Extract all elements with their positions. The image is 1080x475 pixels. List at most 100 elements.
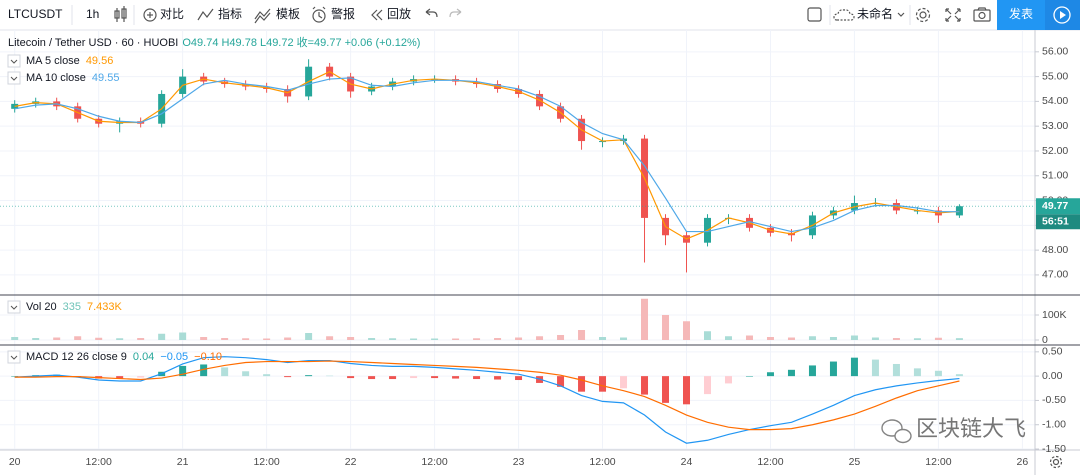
volume-bar bbox=[263, 338, 271, 340]
volume-bar bbox=[955, 338, 963, 340]
x-tick-label: 20 bbox=[9, 456, 21, 468]
volume-bar bbox=[326, 336, 334, 340]
fullscreen-icon[interactable] bbox=[945, 8, 961, 22]
chart-title: Litecoin / Tether USD · 60 · HUOBI bbox=[8, 37, 178, 49]
macd-histogram-bar bbox=[473, 376, 481, 380]
volume-bar bbox=[473, 338, 481, 340]
volume-bar bbox=[221, 338, 229, 340]
redo-icon[interactable] bbox=[449, 8, 462, 18]
alert-icon[interactable] bbox=[312, 6, 326, 23]
volume-bar bbox=[724, 336, 732, 340]
macd-histogram-bar bbox=[641, 376, 649, 395]
legend-toggle bbox=[7, 54, 21, 68]
macd-histogram-bar bbox=[242, 371, 250, 377]
macd-histogram-bar bbox=[515, 376, 523, 381]
watermark-text: 区块链大飞 bbox=[916, 416, 1026, 441]
snapshot-icon[interactable] bbox=[973, 7, 991, 22]
undo-icon[interactable] bbox=[425, 8, 438, 18]
volume-bar bbox=[536, 336, 544, 340]
volume-bar bbox=[683, 321, 691, 340]
layout-name[interactable]: 未命名 bbox=[857, 6, 893, 21]
interval[interactable]: 1h bbox=[86, 7, 99, 21]
indicator-icon[interactable] bbox=[197, 8, 214, 21]
wechat-icon bbox=[881, 419, 903, 437]
candle-body bbox=[955, 206, 963, 216]
macd-histogram-bar bbox=[368, 376, 376, 380]
volume-bar bbox=[808, 336, 816, 340]
compare-icon[interactable] bbox=[143, 8, 157, 22]
indicator-button[interactable]: 指标 bbox=[218, 6, 242, 21]
legend-toggle-arrow bbox=[10, 76, 18, 81]
template-icon[interactable] bbox=[254, 8, 271, 24]
macd-line bbox=[14, 356, 960, 444]
cloud-icon[interactable] bbox=[833, 9, 855, 21]
publish-button[interactable] bbox=[997, 0, 1045, 30]
replay-button[interactable]: 回放 bbox=[387, 6, 411, 21]
macd-histogram-bar bbox=[578, 376, 586, 392]
y-tick-label: 0.00 bbox=[1042, 370, 1063, 382]
macd-histogram-bar bbox=[620, 376, 628, 389]
volume-bar bbox=[787, 337, 795, 340]
y-tick-label: 53.00 bbox=[1042, 120, 1068, 132]
volume-bar bbox=[829, 337, 837, 340]
macd-histogram-bar bbox=[913, 368, 921, 377]
macd-histogram-bar bbox=[557, 376, 565, 387]
y-tick-label: -1.00 bbox=[1042, 419, 1066, 431]
legend-toggle bbox=[7, 300, 21, 314]
replay-icon[interactable] bbox=[371, 9, 383, 21]
chart-style-icon[interactable] bbox=[114, 6, 127, 22]
pane-title: MACD 12 26 close 9 bbox=[26, 351, 127, 363]
legend-value: −0.05 bbox=[160, 351, 188, 363]
legend-value: 7.433K bbox=[87, 301, 123, 313]
volume-bar bbox=[703, 331, 711, 340]
volume-bar bbox=[913, 338, 921, 340]
macd-histogram-bar bbox=[808, 365, 816, 377]
y-tick-label: -1.50 bbox=[1042, 443, 1066, 455]
axes: 20 12:00 21 12:00 22 12:00 23 12:00 24 12:00 25 12:… bbox=[0, 30, 1080, 475]
macd-histogram-bar bbox=[347, 376, 355, 379]
compare-button[interactable]: 对比 bbox=[160, 7, 184, 21]
macd-histogram-bar bbox=[850, 357, 858, 377]
macd-histogram-bar bbox=[221, 367, 229, 377]
volume-bar bbox=[431, 338, 439, 340]
volume-bar bbox=[620, 337, 628, 340]
volume-bar bbox=[871, 337, 879, 340]
y-tick-label: 54.00 bbox=[1042, 95, 1068, 107]
volume-bar bbox=[662, 315, 670, 340]
x-tick-label: 24 bbox=[681, 456, 693, 468]
watermark: 区块链大飞 bbox=[881, 416, 1026, 444]
y-tick-label: 0.50 bbox=[1042, 346, 1063, 358]
axis-settings-icon[interactable] bbox=[1049, 455, 1063, 469]
macd-histogram-bar bbox=[934, 370, 942, 377]
checkbox[interactable] bbox=[807, 7, 822, 22]
publish-label[interactable]: 发表 bbox=[1009, 6, 1033, 21]
macd-histogram-bar bbox=[955, 374, 963, 377]
volume-bar bbox=[158, 333, 166, 340]
volume-bar bbox=[557, 335, 565, 340]
plot bbox=[0, 59, 1035, 444]
macd-histogram-bar bbox=[284, 376, 292, 378]
legend-value: 49.56 bbox=[86, 55, 114, 67]
macd-histogram-bar bbox=[724, 376, 732, 384]
symbol[interactable]: LTCUSDT bbox=[8, 7, 63, 21]
template-button[interactable]: 模板 bbox=[276, 7, 300, 21]
volume-bar bbox=[515, 337, 523, 340]
settings-icon[interactable] bbox=[915, 7, 931, 23]
x-tick-label: 26 bbox=[1017, 456, 1029, 468]
volume-bar bbox=[95, 337, 103, 340]
x-tick-label: 25 bbox=[849, 456, 861, 468]
macd-histogram-bar bbox=[892, 363, 900, 377]
y-tick-label: 52.00 bbox=[1042, 145, 1068, 157]
macd-histogram-bar bbox=[452, 376, 460, 379]
macd-histogram-bar bbox=[766, 372, 774, 377]
y-tick-label: 55.00 bbox=[1042, 70, 1068, 82]
volume-bar bbox=[599, 337, 607, 340]
volume-bar bbox=[242, 338, 250, 340]
legend-toggle-arrow bbox=[10, 355, 18, 360]
volume-bar bbox=[578, 330, 586, 340]
alert-button[interactable]: 警报 bbox=[331, 6, 355, 21]
ma-line bbox=[14, 77, 960, 233]
last-price-label: 49.77 bbox=[1042, 200, 1068, 212]
dropdown-icon[interactable] bbox=[897, 12, 905, 17]
